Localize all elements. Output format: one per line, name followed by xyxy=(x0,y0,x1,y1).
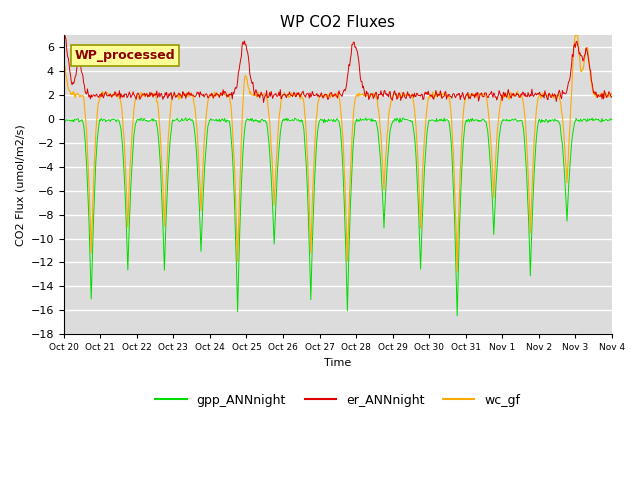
gpp_ANNnight xyxy=(608,117,616,122)
X-axis label: Time: Time xyxy=(324,358,351,368)
wc_gf xyxy=(404,93,412,98)
er_ANNnight xyxy=(405,91,413,97)
er_ANNnight xyxy=(260,99,268,105)
wc_gf xyxy=(420,136,428,142)
Legend: gpp_ANNnight, er_ANNnight, wc_gf: gpp_ANNnight, er_ANNnight, wc_gf xyxy=(150,389,525,411)
wc_gf xyxy=(60,61,68,67)
wc_gf xyxy=(572,33,579,38)
wc_gf xyxy=(211,89,219,95)
Text: WP_processed: WP_processed xyxy=(75,49,175,62)
er_ANNnight xyxy=(608,94,616,100)
er_ANNnight xyxy=(70,81,77,86)
gpp_ANNnight xyxy=(70,119,77,125)
Y-axis label: CO2 Flux (umol/m2/s): CO2 Flux (umol/m2/s) xyxy=(15,124,25,246)
wc_gf xyxy=(70,88,77,94)
wc_gf xyxy=(608,91,616,97)
Title: WP CO2 Fluxes: WP CO2 Fluxes xyxy=(280,15,396,30)
Line: wc_gf: wc_gf xyxy=(64,36,612,272)
er_ANNnight xyxy=(182,96,189,101)
gpp_ANNnight xyxy=(453,313,461,319)
gpp_ANNnight xyxy=(126,202,134,207)
gpp_ANNnight xyxy=(212,117,220,123)
gpp_ANNnight xyxy=(182,118,190,123)
er_ANNnight xyxy=(126,92,134,97)
gpp_ANNnight xyxy=(60,117,68,123)
er_ANNnight xyxy=(211,92,219,98)
wc_gf xyxy=(453,269,461,275)
gpp_ANNnight xyxy=(182,115,189,120)
Line: gpp_ANNnight: gpp_ANNnight xyxy=(64,118,612,316)
er_ANNnight xyxy=(421,89,429,95)
er_ANNnight xyxy=(60,33,68,38)
wc_gf xyxy=(182,93,189,98)
Line: er_ANNnight: er_ANNnight xyxy=(64,36,612,102)
gpp_ANNnight xyxy=(421,156,429,162)
wc_gf xyxy=(126,164,134,170)
gpp_ANNnight xyxy=(405,118,413,123)
